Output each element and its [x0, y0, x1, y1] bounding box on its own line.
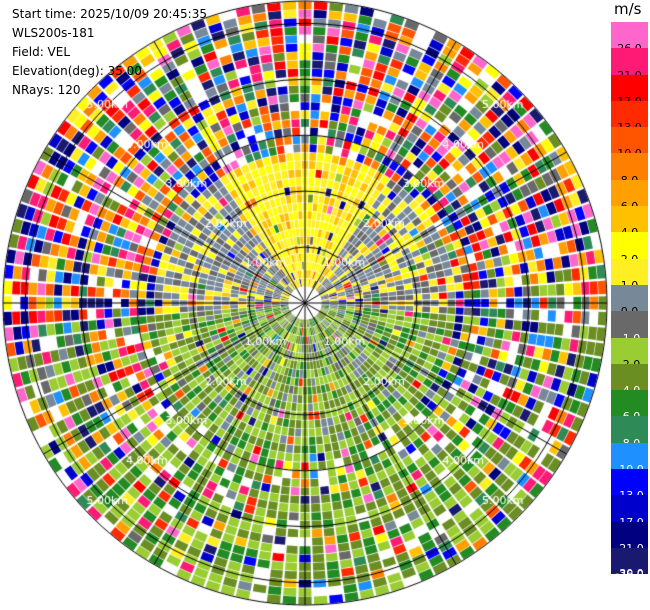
colorbar-cell: -21.0: [611, 521, 648, 555]
field-text: Field: VEL: [12, 45, 71, 59]
info-panel: Start time: 2025/10/09 20:45:35 WLS200s-…: [12, 5, 207, 100]
colorbar-cell: 10.0: [611, 127, 648, 160]
colorbar-cell: -13.0: [611, 469, 648, 502]
colorbar-cell: -26.0: [611, 547, 648, 581]
site-text: WLS200s-181: [12, 26, 95, 40]
colorbar-cell: -17.0: [611, 495, 648, 529]
colorbar-cell: -10.0: [611, 442, 648, 476]
colorbar-cell: 21.0: [611, 48, 648, 82]
colorbar-cell: 13.0: [611, 100, 648, 134]
colorbar-unit-label: m/s: [614, 0, 642, 18]
colorbar-cell: 4.0: [611, 206, 648, 239]
elevation-text: Elevation(deg): 35.00: [12, 64, 142, 78]
colorbar-cell: -1.0: [611, 311, 648, 345]
colorbar-cell: 26.0: [611, 22, 648, 55]
colorbar-cell: -4.0: [611, 363, 648, 397]
colorbar-cell: 2.0: [611, 232, 648, 266]
colorbar-cell: 1.0: [611, 258, 648, 292]
colorbar-tick-label: -26.0: [615, 568, 644, 582]
colorbar-cell: 17.0: [611, 74, 648, 108]
colorbar-cell: 8.0: [611, 153, 648, 187]
colorbar-cell: -8.0: [611, 416, 648, 450]
colorbar-cell: -6.0: [611, 390, 648, 423]
nrays-text: NRays: 120: [12, 83, 81, 97]
colorbar-cell: 0.0: [611, 284, 648, 318]
colorbar: 26.021.017.013.010.08.06.04.02.01.00.0-1…: [611, 22, 648, 581]
colorbar-cell: 6.0: [611, 179, 648, 213]
start-time-text: Start time: 2025/10/09 20:45:35: [12, 7, 207, 21]
colorbar-cell: -2.0: [611, 337, 648, 371]
colorbar-tick-label: -30.0: [615, 567, 644, 581]
